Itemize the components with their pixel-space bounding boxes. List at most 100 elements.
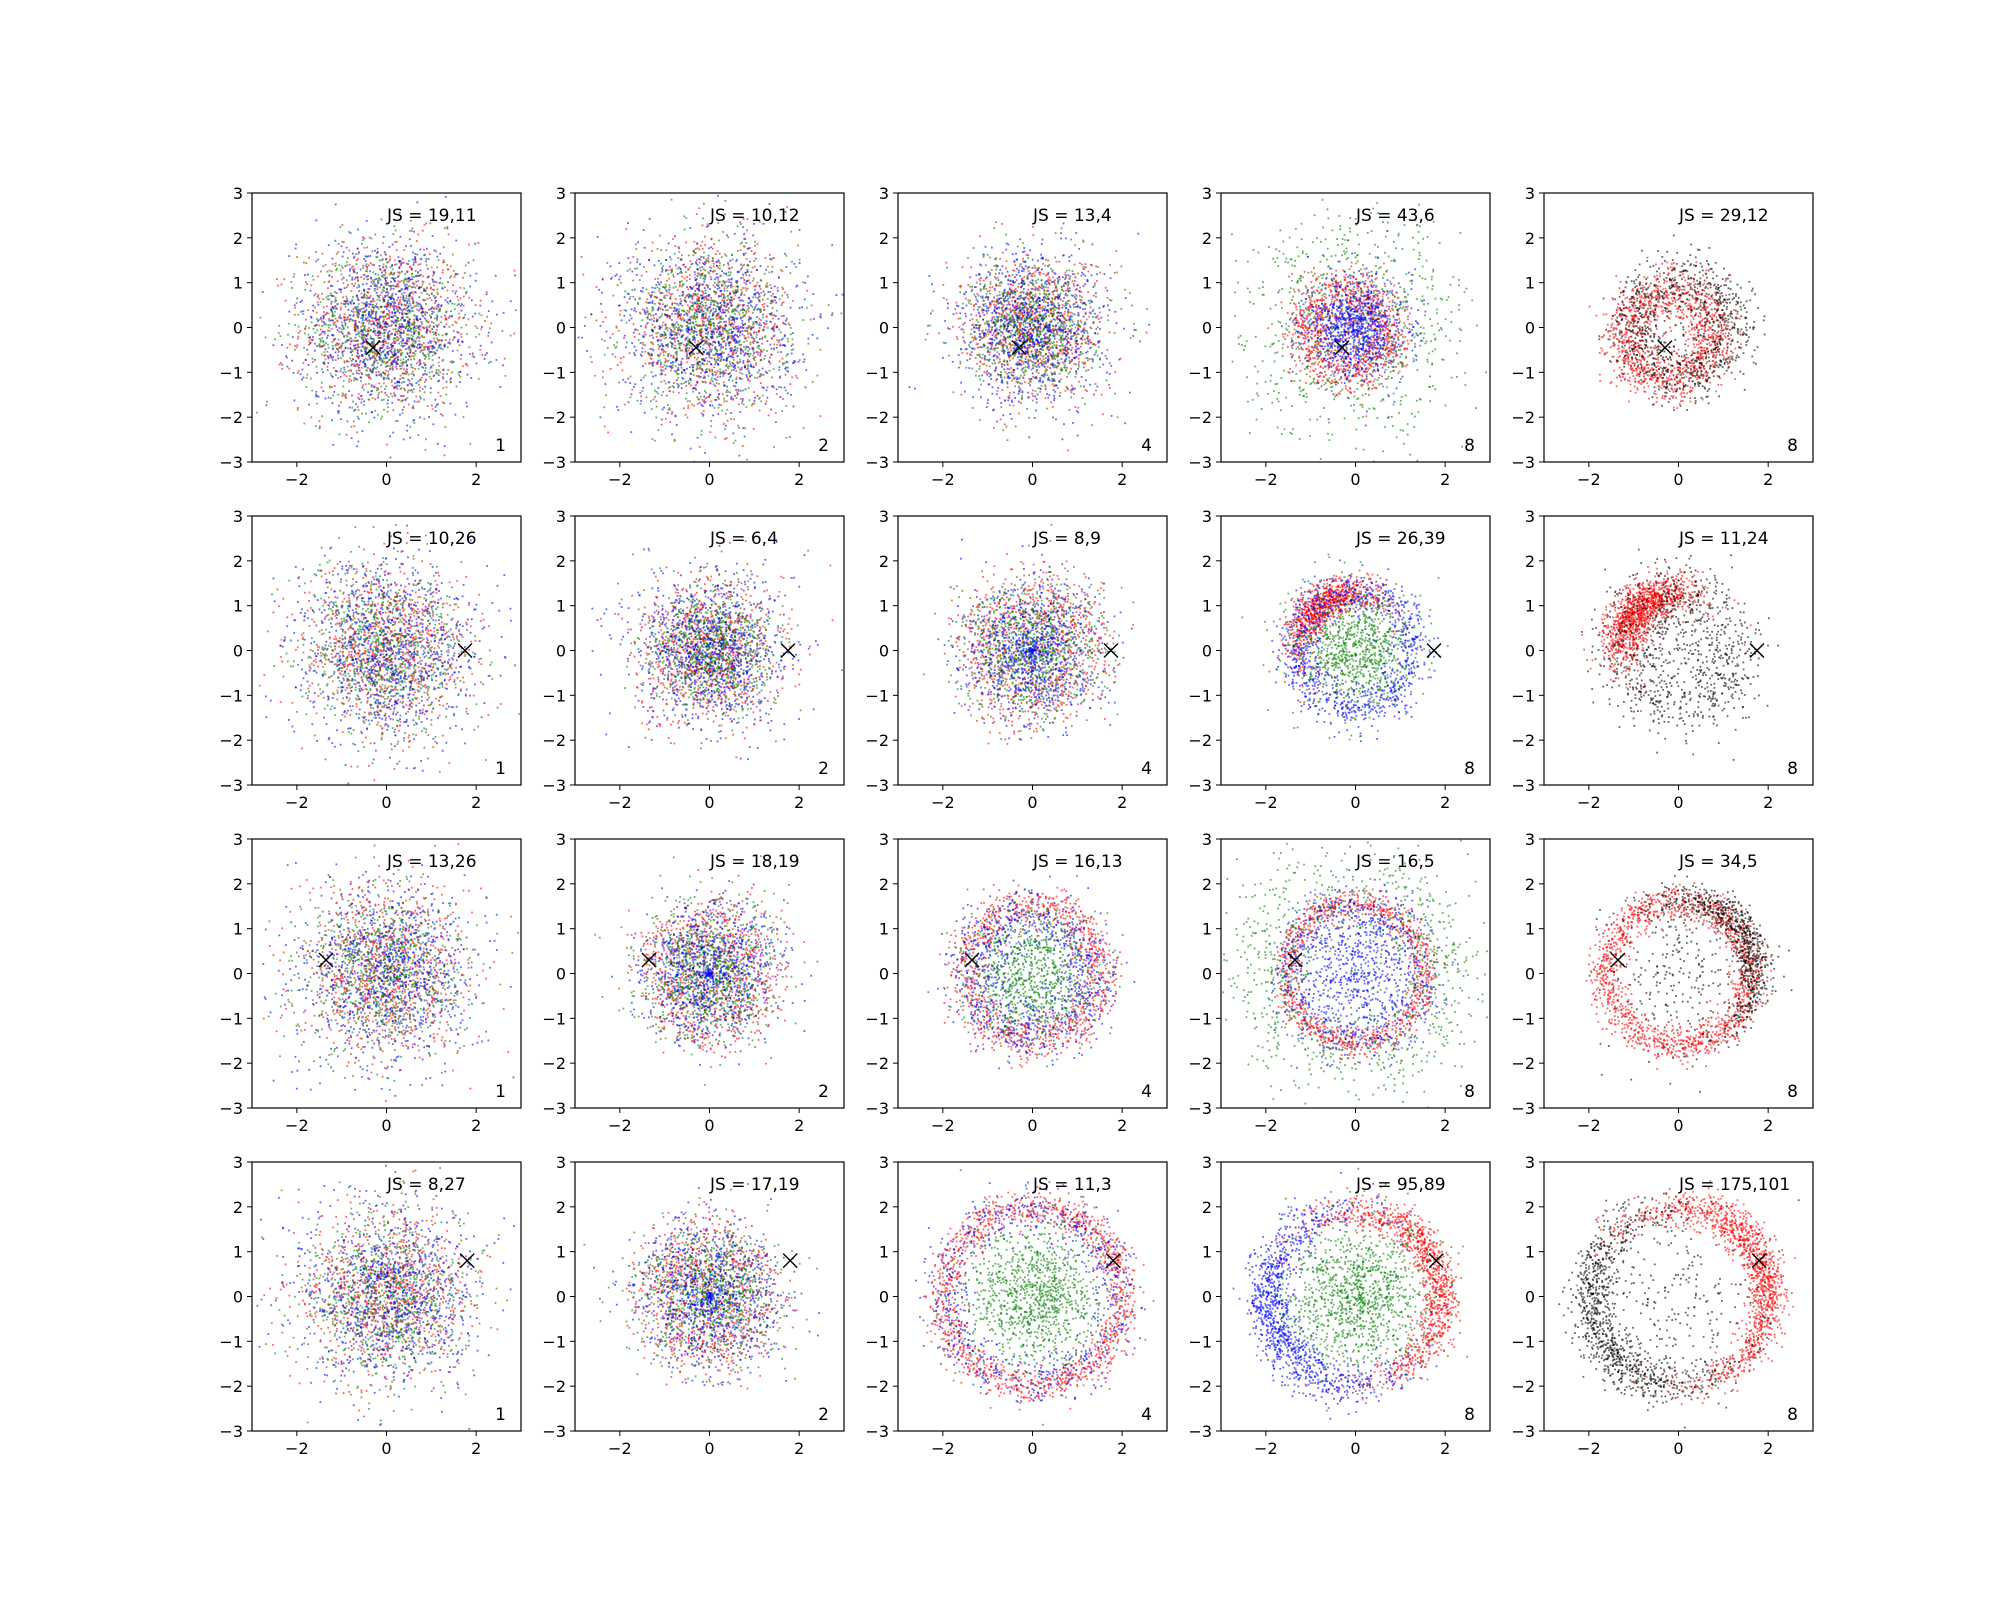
data-point xyxy=(680,313,682,316)
data-point xyxy=(324,313,327,316)
data-point xyxy=(417,380,420,383)
data-point xyxy=(408,322,411,325)
data-point xyxy=(644,344,647,347)
data-point xyxy=(396,356,399,359)
data-point xyxy=(414,350,417,353)
data-point xyxy=(619,275,622,278)
data-point xyxy=(626,292,629,295)
data-point xyxy=(714,346,716,349)
data-point xyxy=(658,359,661,362)
data-point xyxy=(699,269,702,272)
data-point xyxy=(441,414,444,417)
data-point xyxy=(595,286,598,288)
data-point xyxy=(729,341,732,344)
data-point xyxy=(676,289,679,291)
data-point xyxy=(287,333,289,336)
data-point xyxy=(747,327,749,329)
data-point xyxy=(412,301,415,304)
data-point xyxy=(719,349,722,351)
data-point xyxy=(661,344,664,347)
data-point xyxy=(366,270,368,273)
data-point xyxy=(618,381,620,384)
data-point xyxy=(730,296,733,299)
data-point xyxy=(264,336,267,339)
data-point xyxy=(406,429,408,432)
data-point xyxy=(411,275,413,278)
data-point xyxy=(398,272,401,275)
data-point xyxy=(378,259,381,262)
data-point xyxy=(717,278,719,281)
data-point xyxy=(372,341,375,344)
data-point xyxy=(389,289,392,291)
data-point xyxy=(499,386,502,388)
data-point xyxy=(405,356,407,358)
data-point xyxy=(443,454,446,457)
data-point xyxy=(714,300,716,302)
data-point xyxy=(744,322,746,325)
data-point xyxy=(429,308,432,310)
data-point xyxy=(412,286,415,288)
data-point xyxy=(693,317,695,320)
data-point xyxy=(414,258,416,260)
data-point xyxy=(678,251,681,253)
data-point xyxy=(447,302,450,305)
data-point xyxy=(645,323,648,326)
data-point xyxy=(370,285,372,287)
data-point xyxy=(370,329,372,331)
data-point xyxy=(310,416,313,419)
data-point xyxy=(783,344,785,346)
data-point xyxy=(357,393,360,395)
data-point xyxy=(445,323,448,326)
data-point xyxy=(669,269,672,271)
data-point xyxy=(604,316,607,319)
data-point xyxy=(740,291,743,294)
data-point xyxy=(743,314,746,317)
data-point xyxy=(391,332,393,335)
data-point xyxy=(688,311,690,314)
data-point xyxy=(701,266,704,268)
data-point xyxy=(407,285,410,288)
data-point xyxy=(417,305,420,308)
data-point xyxy=(719,359,722,362)
data-point xyxy=(374,358,377,360)
data-point xyxy=(718,320,721,323)
data-point xyxy=(702,277,705,280)
data-point xyxy=(717,281,720,284)
data-point xyxy=(358,346,361,348)
data-point xyxy=(732,359,735,361)
data-point xyxy=(649,348,652,350)
data-point xyxy=(704,244,706,246)
data-point xyxy=(728,321,731,323)
data-point xyxy=(405,294,408,297)
data-point xyxy=(383,388,386,390)
data-point xyxy=(432,364,435,366)
data-point xyxy=(373,280,375,283)
data-point xyxy=(383,300,386,303)
data-point xyxy=(297,325,300,328)
data-point xyxy=(461,365,464,368)
data-point xyxy=(445,393,448,396)
data-point xyxy=(766,327,769,329)
data-point xyxy=(328,298,331,301)
data-point xyxy=(322,298,324,301)
data-point xyxy=(730,369,733,372)
data-point xyxy=(761,367,764,370)
data-point xyxy=(297,332,300,334)
data-point xyxy=(422,299,425,302)
data-point xyxy=(700,328,703,330)
data-point xyxy=(758,409,761,412)
data-point xyxy=(677,257,680,259)
data-point xyxy=(612,294,615,297)
data-point xyxy=(436,319,438,321)
data-point xyxy=(436,404,438,406)
data-point xyxy=(736,250,739,252)
data-point xyxy=(364,338,367,340)
data-point xyxy=(379,268,381,270)
data-point xyxy=(606,262,609,264)
data-point xyxy=(460,353,463,356)
data-point xyxy=(677,313,680,315)
data-point xyxy=(797,244,799,247)
data-point xyxy=(711,333,713,335)
data-point xyxy=(294,247,297,250)
data-point xyxy=(327,396,330,399)
